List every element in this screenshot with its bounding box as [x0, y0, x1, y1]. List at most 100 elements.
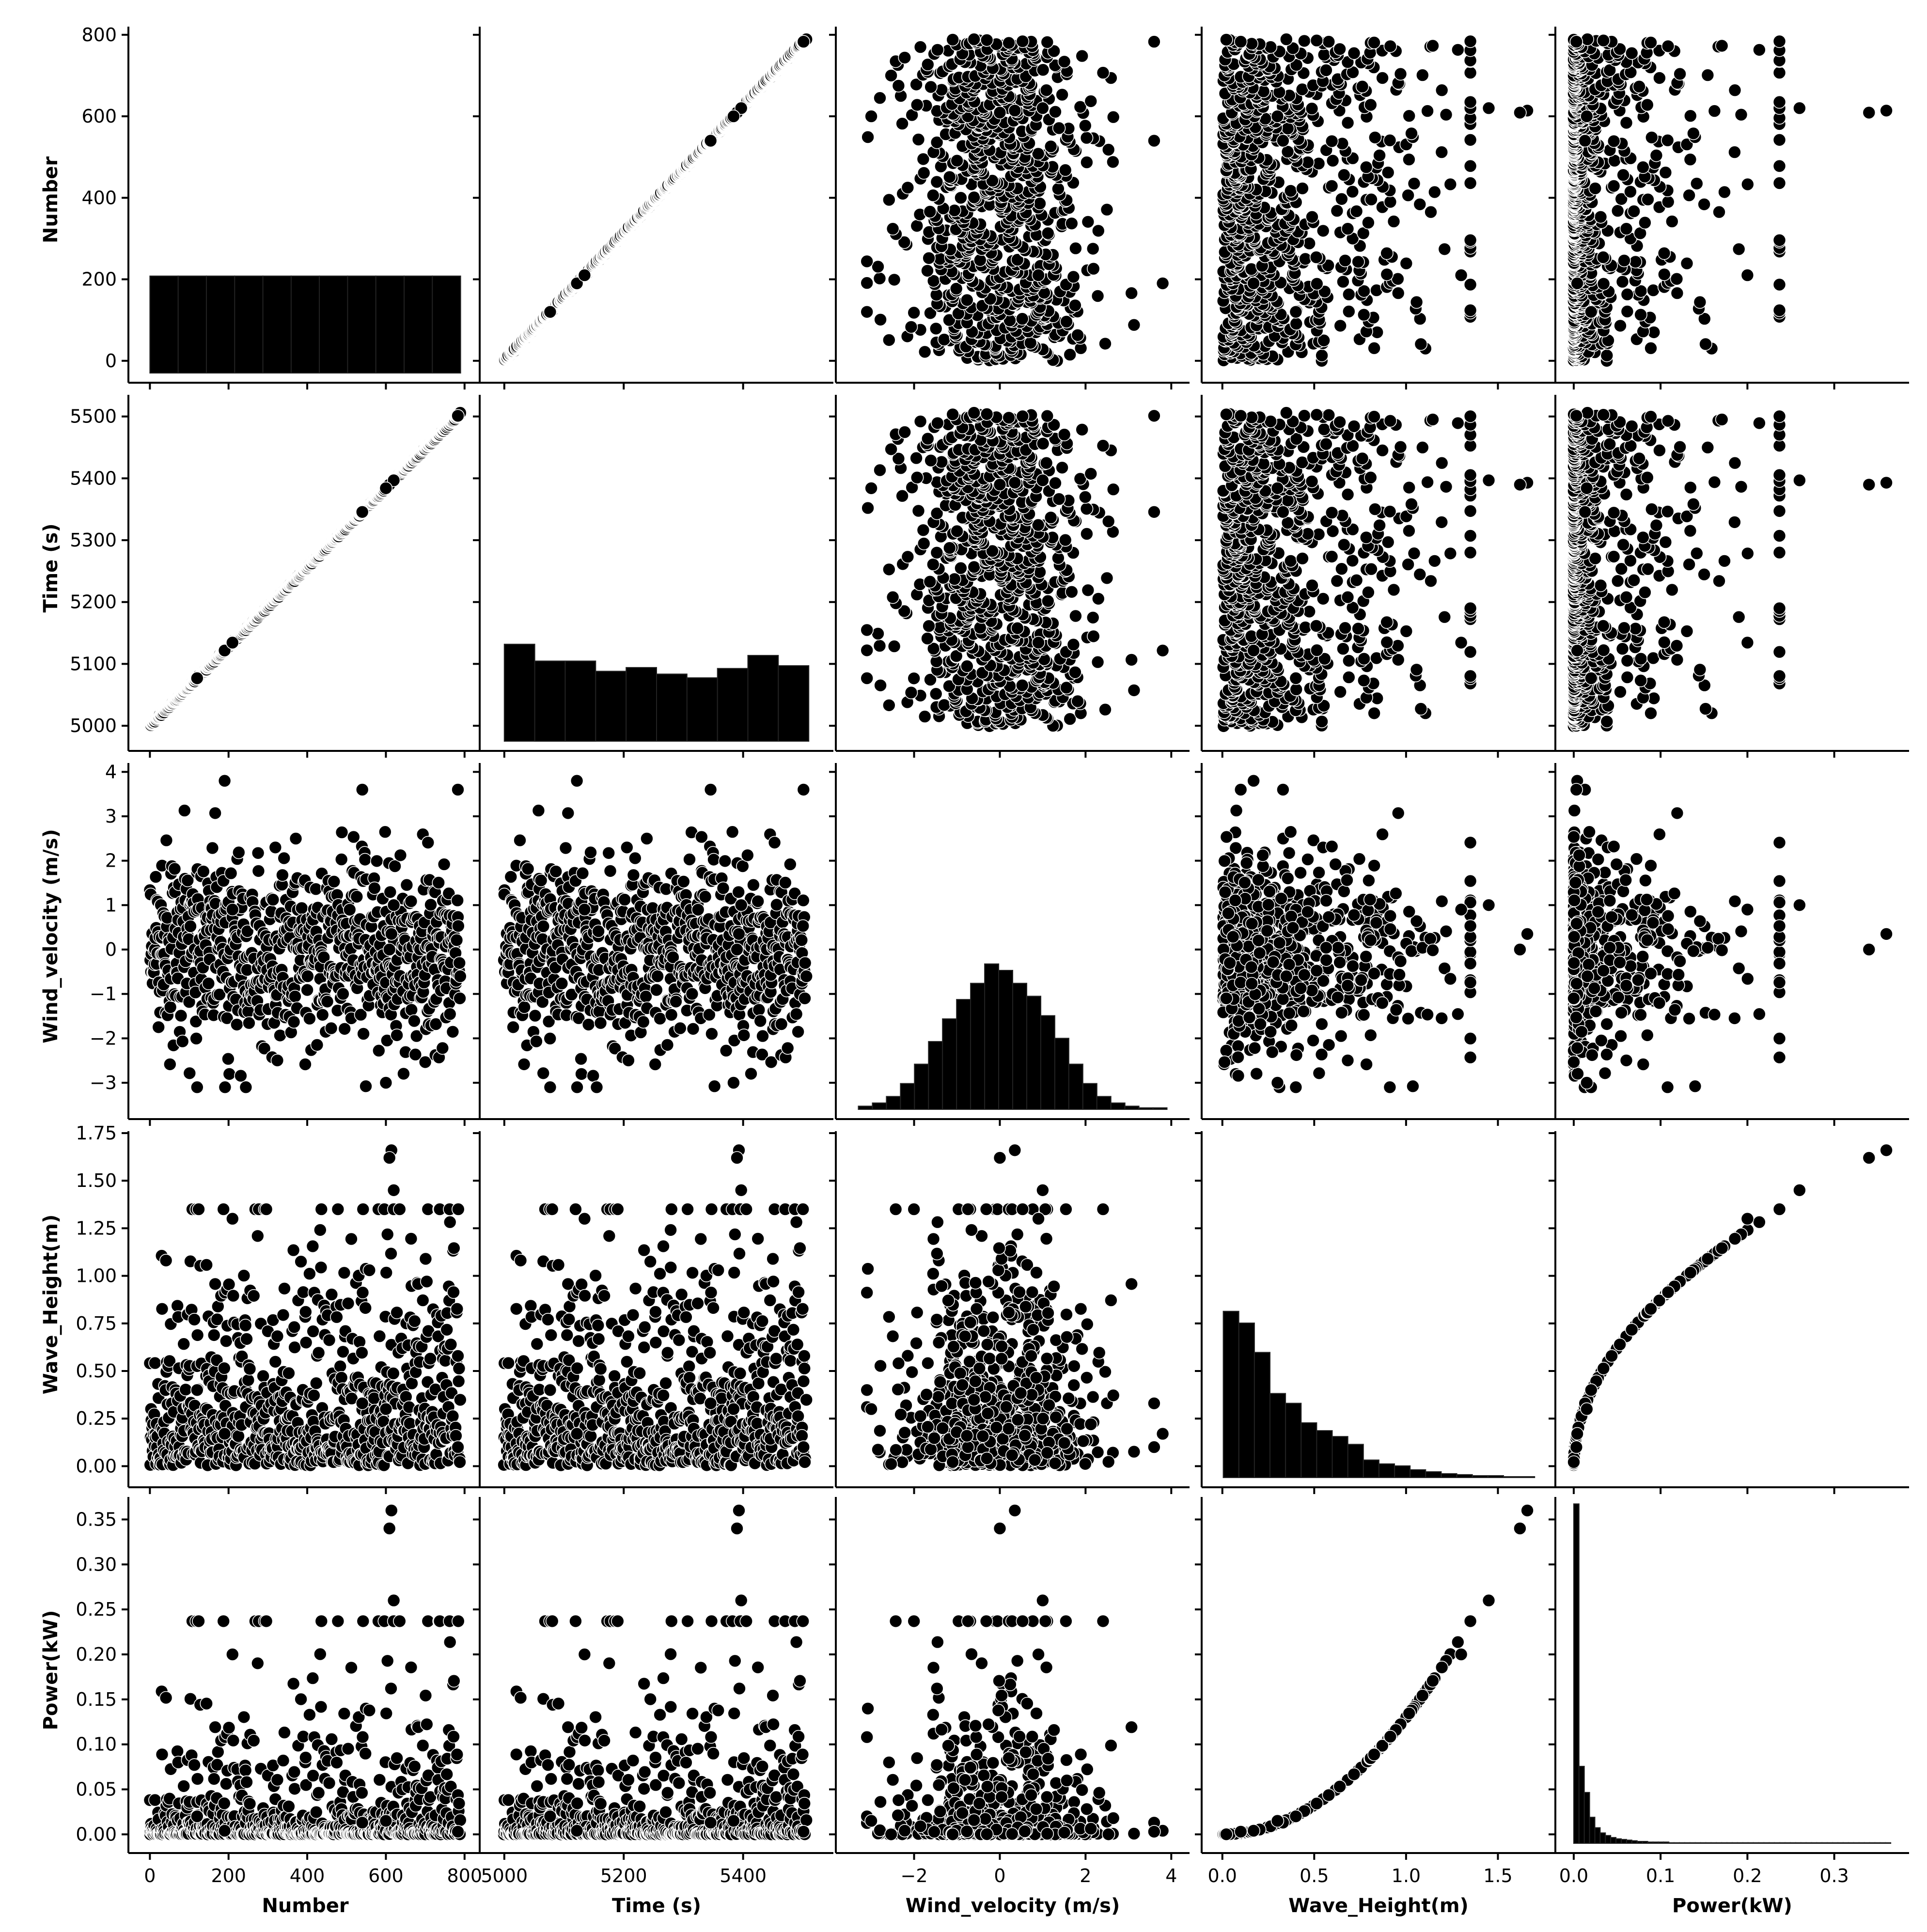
data-point — [1055, 461, 1069, 475]
data-point — [1387, 215, 1401, 228]
data-point — [1428, 185, 1441, 199]
panel-Number-vs-Time — [473, 27, 833, 390]
data-point — [861, 501, 875, 515]
hist-bar — [234, 275, 264, 374]
data-point — [913, 415, 927, 428]
data-point — [1570, 277, 1584, 290]
data-point — [1342, 287, 1356, 301]
data-point — [1712, 205, 1726, 219]
data-point — [1424, 205, 1438, 219]
data-point — [980, 33, 994, 47]
data-point — [1066, 270, 1081, 284]
data-point — [960, 659, 974, 673]
data-point — [948, 203, 961, 218]
data-point — [1032, 268, 1045, 282]
data-point — [1335, 192, 1348, 206]
data-point — [1040, 35, 1054, 49]
data-point — [1732, 242, 1746, 256]
data-point — [1367, 36, 1381, 49]
data-point — [1383, 39, 1397, 53]
data-point — [1463, 66, 1477, 79]
data-point — [1641, 98, 1654, 112]
data-point — [1351, 255, 1365, 269]
data-point — [913, 40, 927, 54]
data-point — [967, 190, 981, 204]
data-point — [909, 451, 923, 465]
data-point — [1315, 715, 1329, 729]
data-point — [930, 546, 944, 560]
data-point — [1032, 636, 1045, 650]
data-point — [1616, 168, 1630, 182]
data-point — [1625, 46, 1639, 60]
data-point — [1342, 305, 1356, 318]
data-point — [1381, 166, 1395, 179]
data-point — [1463, 34, 1477, 48]
data-point — [1302, 236, 1316, 250]
data-point — [1002, 36, 1016, 50]
data-point — [1634, 308, 1647, 322]
data-point — [1100, 571, 1114, 585]
data-point — [1600, 348, 1614, 362]
data-point — [864, 481, 878, 495]
data-point — [1270, 109, 1285, 123]
data-point — [1036, 473, 1050, 487]
data-point — [1346, 185, 1360, 199]
data-point — [1092, 592, 1105, 606]
data-point — [1305, 210, 1319, 224]
data-point — [1646, 283, 1660, 297]
data-point — [910, 470, 924, 484]
data-point — [1772, 133, 1786, 147]
data-point — [1416, 68, 1429, 82]
data-point — [1055, 88, 1069, 102]
data-point — [1280, 32, 1293, 46]
data-point — [1569, 35, 1583, 48]
data-point — [1310, 33, 1324, 47]
data-point — [1080, 527, 1094, 541]
data-point — [1301, 156, 1315, 169]
data-point — [923, 575, 937, 589]
data-point — [1051, 182, 1065, 196]
data-point — [1414, 337, 1428, 351]
data-point — [1008, 104, 1022, 118]
data-point — [1463, 233, 1477, 247]
data-point — [1682, 188, 1696, 203]
data-point — [1657, 246, 1671, 260]
data-point — [954, 191, 968, 205]
data-point — [1391, 286, 1405, 300]
data-point — [967, 406, 981, 420]
data-point — [948, 572, 961, 586]
data-point — [1081, 215, 1095, 229]
data-point — [1298, 34, 1311, 48]
data-point — [1607, 179, 1621, 193]
data-point — [190, 671, 204, 685]
data-point — [1659, 166, 1673, 179]
data-point — [704, 134, 718, 148]
data-point — [1106, 155, 1120, 169]
data-point — [1684, 109, 1697, 123]
panel-Number-vs-Power — [1549, 27, 1909, 390]
data-point — [451, 409, 465, 423]
data-point — [1632, 79, 1646, 93]
data-point — [907, 306, 921, 320]
data-point — [1106, 110, 1120, 124]
data-point — [901, 550, 915, 564]
data-point — [911, 133, 925, 146]
hist-bar — [503, 643, 535, 742]
data-point — [1049, 105, 1062, 119]
data-point — [1687, 126, 1700, 140]
data-point — [1407, 177, 1421, 190]
data-point — [379, 481, 393, 495]
data-point — [882, 562, 896, 576]
data-point — [1597, 250, 1610, 264]
data-point — [1058, 533, 1072, 547]
data-point — [860, 671, 874, 685]
data-point — [1084, 94, 1098, 108]
data-point — [1289, 317, 1303, 331]
data-point — [937, 333, 951, 346]
data-point — [860, 643, 874, 657]
data-point — [1402, 153, 1416, 167]
data-point — [1718, 185, 1731, 199]
data-point — [1772, 176, 1786, 190]
data-point — [904, 686, 918, 700]
data-point — [1309, 250, 1323, 264]
